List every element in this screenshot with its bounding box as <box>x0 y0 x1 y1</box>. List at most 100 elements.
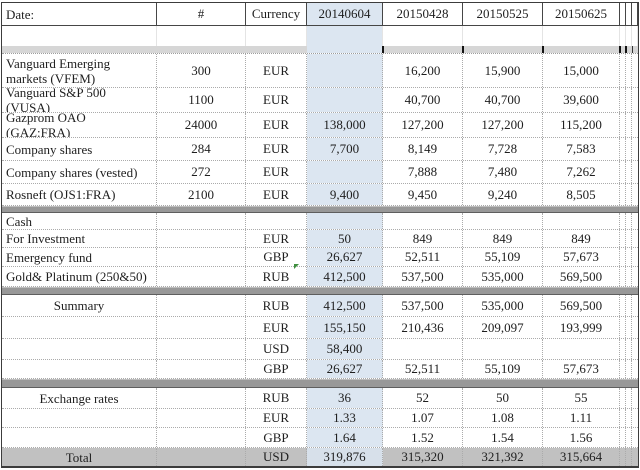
cell-value[interactable] <box>307 88 383 112</box>
empty-cell[interactable] <box>157 26 246 46</box>
cell-quantity[interactable] <box>157 360 246 378</box>
cell-value[interactable]: 1.07 <box>383 409 463 427</box>
cell-value[interactable]: 9,240 <box>463 184 543 205</box>
cell-value[interactable]: 537,500 <box>383 267 463 286</box>
cell-currency[interactable]: RUB <box>246 295 307 316</box>
header-currency[interactable]: Currency <box>246 3 307 25</box>
cell-currency[interactable]: EUR <box>246 138 307 160</box>
cell-value[interactable]: 52,511 <box>383 248 463 266</box>
cell-quantity[interactable]: 284 <box>157 138 246 160</box>
cell-label[interactable]: Company shares <box>2 138 157 160</box>
cell-currency[interactable]: EUR <box>246 317 307 338</box>
cell-label[interactable] <box>2 428 157 447</box>
cell-value[interactable] <box>307 161 383 183</box>
cell-value[interactable]: 1.33 <box>307 409 383 427</box>
cell-value[interactable]: 537,500 <box>383 295 463 316</box>
cell-value[interactable]: 8,149 <box>383 138 463 160</box>
cell-value[interactable] <box>463 339 543 359</box>
empty-cell[interactable] <box>463 26 543 46</box>
cell-value[interactable]: 315,320 <box>383 448 463 466</box>
cell-value[interactable]: 7,262 <box>543 161 620 183</box>
cell-label[interactable]: Emergency fund <box>2 248 157 266</box>
cell-value[interactable]: 55 <box>543 388 620 408</box>
cell-value[interactable]: 55,109 <box>463 248 543 266</box>
cell-quantity[interactable] <box>157 388 246 408</box>
cell-value[interactable] <box>383 339 463 359</box>
cell-label[interactable] <box>2 360 157 378</box>
cell-value[interactable]: 315,664 <box>543 448 620 466</box>
cell-value[interactable]: 127,200 <box>463 113 543 137</box>
cell-currency[interactable]: EUR <box>246 113 307 137</box>
cell-label[interactable]: Gazprom OAO (GAZ:FRA) <box>2 113 157 137</box>
cell-value[interactable]: 8,505 <box>543 184 620 205</box>
cell-value[interactable]: 52 <box>383 388 463 408</box>
cell-value[interactable]: 36 <box>307 388 383 408</box>
cell-label[interactable]: Vanguard S&P 500 (VUSA) <box>2 88 157 112</box>
cell-currency[interactable]: EUR <box>246 161 307 183</box>
cell-quantity[interactable]: 1100 <box>157 88 246 112</box>
cell-value[interactable]: 849 <box>543 230 620 247</box>
cell-label[interactable]: Summary <box>2 295 157 316</box>
cell-value[interactable]: 58,400 <box>307 339 383 359</box>
cell-value[interactable]: 535,000 <box>463 267 543 286</box>
cell-value[interactable]: 57,673 <box>543 248 620 266</box>
cell-label[interactable] <box>2 409 157 427</box>
cell-value[interactable]: 7,888 <box>383 161 463 183</box>
cell-quantity[interactable]: 272 <box>157 161 246 183</box>
cell-value[interactable]: 40,700 <box>383 88 463 112</box>
cell-value[interactable]: 16,200 <box>383 54 463 87</box>
cell-value[interactable]: 7,480 <box>463 161 543 183</box>
cell-currency[interactable]: EUR <box>246 88 307 112</box>
cell-value[interactable]: 321,392 <box>463 448 543 466</box>
cell-value[interactable]: 7,583 <box>543 138 620 160</box>
cell-value[interactable]: 535,000 <box>463 295 543 316</box>
cell-value[interactable]: 50 <box>463 388 543 408</box>
cell-value[interactable]: 39,600 <box>543 88 620 112</box>
cell-value[interactable]: 55,109 <box>463 360 543 378</box>
cell-label[interactable]: Vanguard Emerging markets (VFEM) <box>2 54 157 87</box>
cell-value[interactable]: 1.56 <box>543 428 620 447</box>
empty-cell[interactable] <box>246 213 307 229</box>
cell-value[interactable]: 1.54 <box>463 428 543 447</box>
cell-quantity[interactable] <box>157 428 246 447</box>
cell-value[interactable]: 7,700 <box>307 138 383 160</box>
cell-label[interactable]: Gold& Platinum (250&50) <box>2 267 157 286</box>
cell-value[interactable]: 52,511 <box>383 360 463 378</box>
cell-value[interactable]: 1.11 <box>543 409 620 427</box>
header-date-20150428[interactable]: 20150428 <box>383 3 463 25</box>
empty-cell[interactable] <box>307 26 383 46</box>
header-date-label[interactable]: Date: <box>2 3 157 25</box>
cell-label[interactable]: Cash <box>2 213 157 229</box>
cell-value[interactable]: 569,500 <box>543 267 620 286</box>
cell-currency[interactable]: EUR <box>246 230 307 247</box>
cell-currency[interactable]: EUR <box>246 409 307 427</box>
cell-value[interactable]: 138,000 <box>307 113 383 137</box>
cell-currency[interactable]: GBP <box>246 248 307 266</box>
cell-label[interactable]: Exchange rates <box>2 388 157 408</box>
empty-cell[interactable] <box>463 213 543 229</box>
empty-cell[interactable] <box>543 213 620 229</box>
cell-value[interactable]: 40,700 <box>463 88 543 112</box>
cell-quantity[interactable]: 24000 <box>157 113 246 137</box>
cell-value[interactable]: 319,876 <box>307 448 383 466</box>
cell-value[interactable]: 127,200 <box>383 113 463 137</box>
cell-value[interactable]: 26,627 <box>307 360 383 378</box>
cell-quantity[interactable] <box>157 317 246 338</box>
cell-quantity[interactable] <box>157 267 246 286</box>
cell-quantity[interactable] <box>157 295 246 316</box>
empty-cell[interactable] <box>2 26 157 46</box>
cell-currency[interactable]: EUR <box>246 184 307 205</box>
header-date-20150625[interactable]: 20150625 <box>543 3 620 25</box>
cell-currency[interactable]: GBP <box>246 360 307 378</box>
cell-quantity[interactable] <box>157 339 246 359</box>
cell-quantity[interactable] <box>157 230 246 247</box>
cell-quantity[interactable] <box>157 248 246 266</box>
cell-currency[interactable]: EUR <box>246 54 307 87</box>
cell-value[interactable]: 9,450 <box>383 184 463 205</box>
cell-value[interactable]: 57,673 <box>543 360 620 378</box>
empty-cell[interactable] <box>307 213 383 229</box>
cell-quantity[interactable] <box>157 448 246 466</box>
cell-value[interactable]: 1.64 <box>307 428 383 447</box>
cell-value[interactable]: 849 <box>463 230 543 247</box>
cell-quantity[interactable]: 300 <box>157 54 246 87</box>
